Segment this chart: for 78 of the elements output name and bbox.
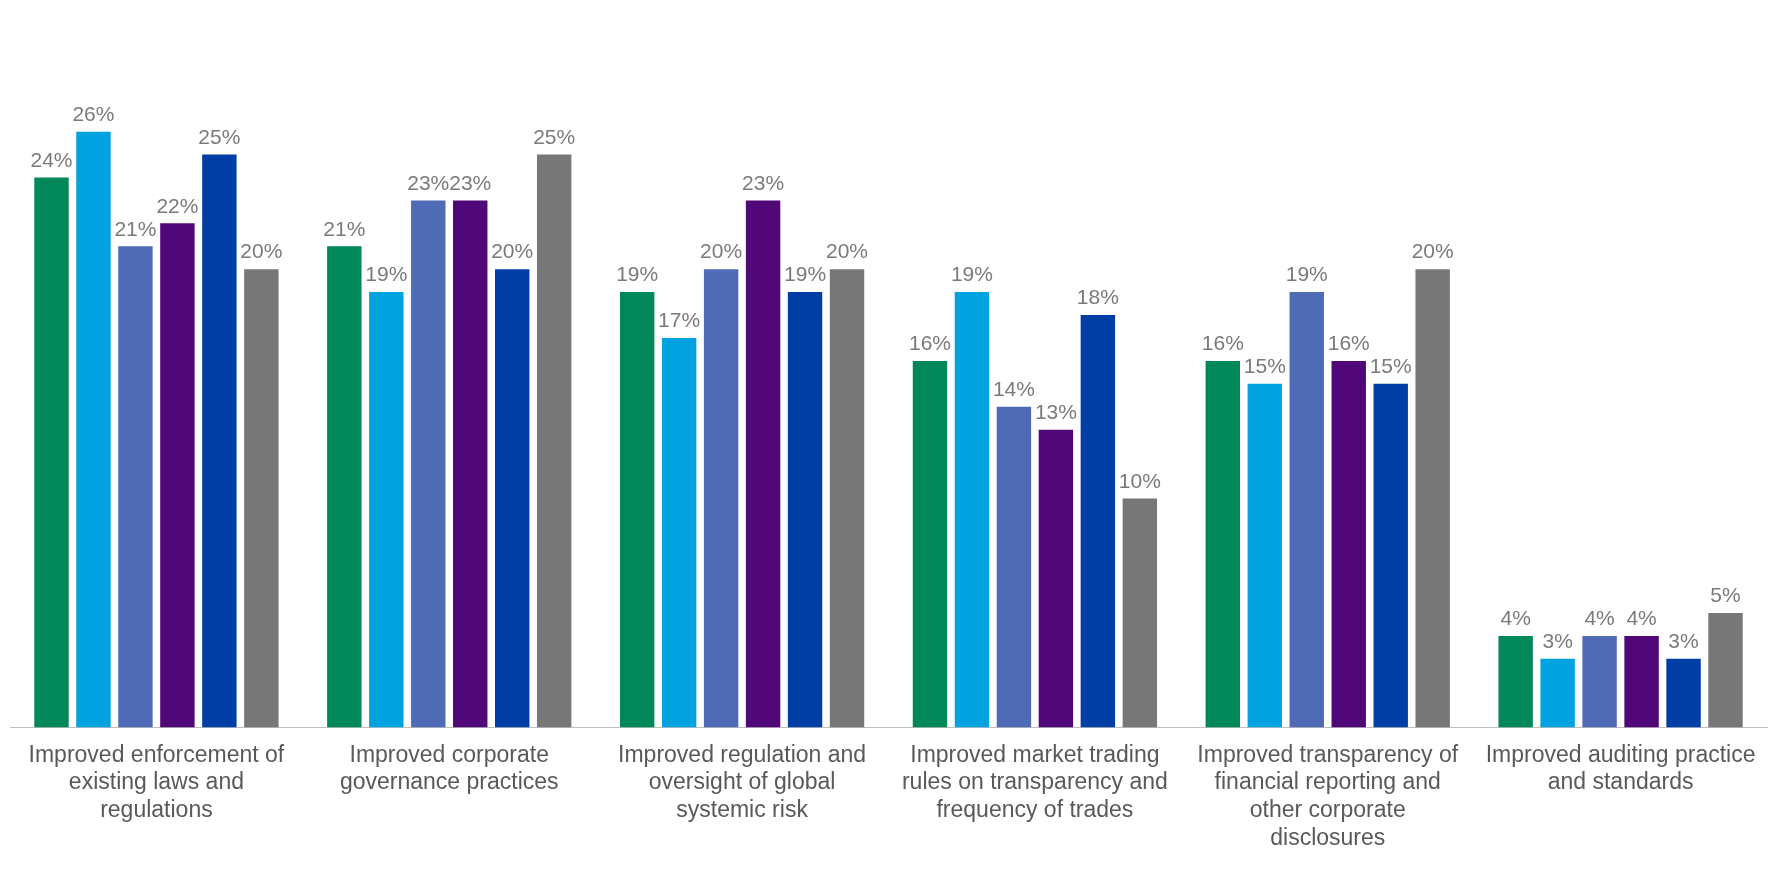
data-label: 4% bbox=[1626, 606, 1657, 630]
data-label: 3% bbox=[1542, 629, 1573, 653]
bar bbox=[787, 292, 823, 728]
data-label: 23% bbox=[407, 170, 450, 194]
data-label: 19% bbox=[1285, 262, 1328, 286]
bar bbox=[327, 246, 362, 728]
bar bbox=[160, 223, 195, 728]
data-label: 15% bbox=[1369, 354, 1412, 378]
bar bbox=[829, 269, 865, 728]
data-label: 20% bbox=[1411, 239, 1454, 263]
bar bbox=[619, 292, 655, 728]
bar bbox=[661, 337, 697, 728]
data-label: 19% bbox=[616, 262, 659, 286]
data-label: 20% bbox=[240, 239, 283, 263]
bar bbox=[954, 292, 990, 728]
bar bbox=[453, 200, 488, 728]
data-label: 19% bbox=[365, 262, 408, 286]
bar bbox=[1582, 635, 1617, 728]
bar bbox=[244, 269, 279, 728]
data-label: 21% bbox=[114, 216, 157, 240]
bar bbox=[745, 200, 781, 728]
x-tick-label: Improved transparency of financial reporting and other corporate disclosures bbox=[1197, 740, 1459, 850]
data-label: 5% bbox=[1710, 583, 1741, 607]
data-label: 20% bbox=[491, 239, 534, 263]
data-label: 26% bbox=[72, 101, 115, 125]
bar bbox=[1331, 360, 1366, 728]
bar bbox=[1205, 360, 1241, 728]
data-label: 4% bbox=[1500, 606, 1531, 630]
data-label: 4% bbox=[1584, 606, 1615, 630]
data-label: 14% bbox=[992, 377, 1035, 401]
bar bbox=[411, 200, 446, 728]
bar bbox=[1080, 315, 1116, 728]
bar bbox=[1038, 429, 1074, 728]
bar bbox=[1624, 635, 1659, 728]
bar bbox=[1708, 613, 1743, 728]
x-tick-label: Improved auditing practice and standards bbox=[1485, 740, 1756, 795]
x-tick-label: Improved enforcement of existing laws and regulations bbox=[28, 740, 285, 822]
data-label: 19% bbox=[950, 262, 993, 286]
bar bbox=[34, 177, 69, 728]
data-label: 20% bbox=[700, 239, 743, 263]
bar bbox=[1247, 383, 1282, 728]
data-label: 19% bbox=[784, 262, 827, 286]
data-label: 24% bbox=[30, 147, 73, 171]
data-label: 13% bbox=[1034, 399, 1077, 423]
bar bbox=[1498, 635, 1533, 728]
bar bbox=[1540, 658, 1575, 728]
data-label: 23% bbox=[449, 170, 492, 194]
data-label: 3% bbox=[1668, 629, 1699, 653]
bar bbox=[912, 360, 948, 728]
data-label: 16% bbox=[1327, 331, 1370, 355]
bar bbox=[1122, 498, 1158, 728]
bar bbox=[118, 246, 153, 728]
data-label: 22% bbox=[156, 193, 199, 217]
bar bbox=[996, 406, 1032, 728]
x-tick-label: Improved regulation and oversight of global systemic risk bbox=[618, 740, 867, 822]
bar bbox=[202, 154, 237, 728]
data-label: 18% bbox=[1076, 285, 1119, 309]
bar bbox=[369, 292, 404, 728]
data-label: 17% bbox=[658, 308, 701, 332]
bar bbox=[495, 269, 530, 728]
data-label: 23% bbox=[742, 170, 785, 194]
data-label: 20% bbox=[826, 239, 869, 263]
bar bbox=[76, 131, 111, 728]
bar bbox=[1415, 269, 1450, 728]
x-tick-label: Improved corporate governance practices bbox=[339, 740, 559, 795]
bar bbox=[1289, 292, 1324, 728]
data-label: 10% bbox=[1118, 468, 1161, 492]
bar bbox=[703, 269, 739, 728]
data-label: 25% bbox=[198, 124, 241, 148]
data-label: 16% bbox=[1201, 331, 1244, 355]
data-label: 16% bbox=[908, 331, 951, 355]
bar bbox=[536, 154, 572, 728]
data-label: 15% bbox=[1243, 354, 1286, 378]
data-label: 21% bbox=[323, 216, 366, 240]
bar bbox=[1666, 658, 1701, 728]
bar bbox=[1373, 383, 1408, 728]
data-label: 25% bbox=[533, 124, 576, 148]
x-tick-label: Improved market trading rules on transparency and frequency of trades bbox=[901, 740, 1168, 822]
